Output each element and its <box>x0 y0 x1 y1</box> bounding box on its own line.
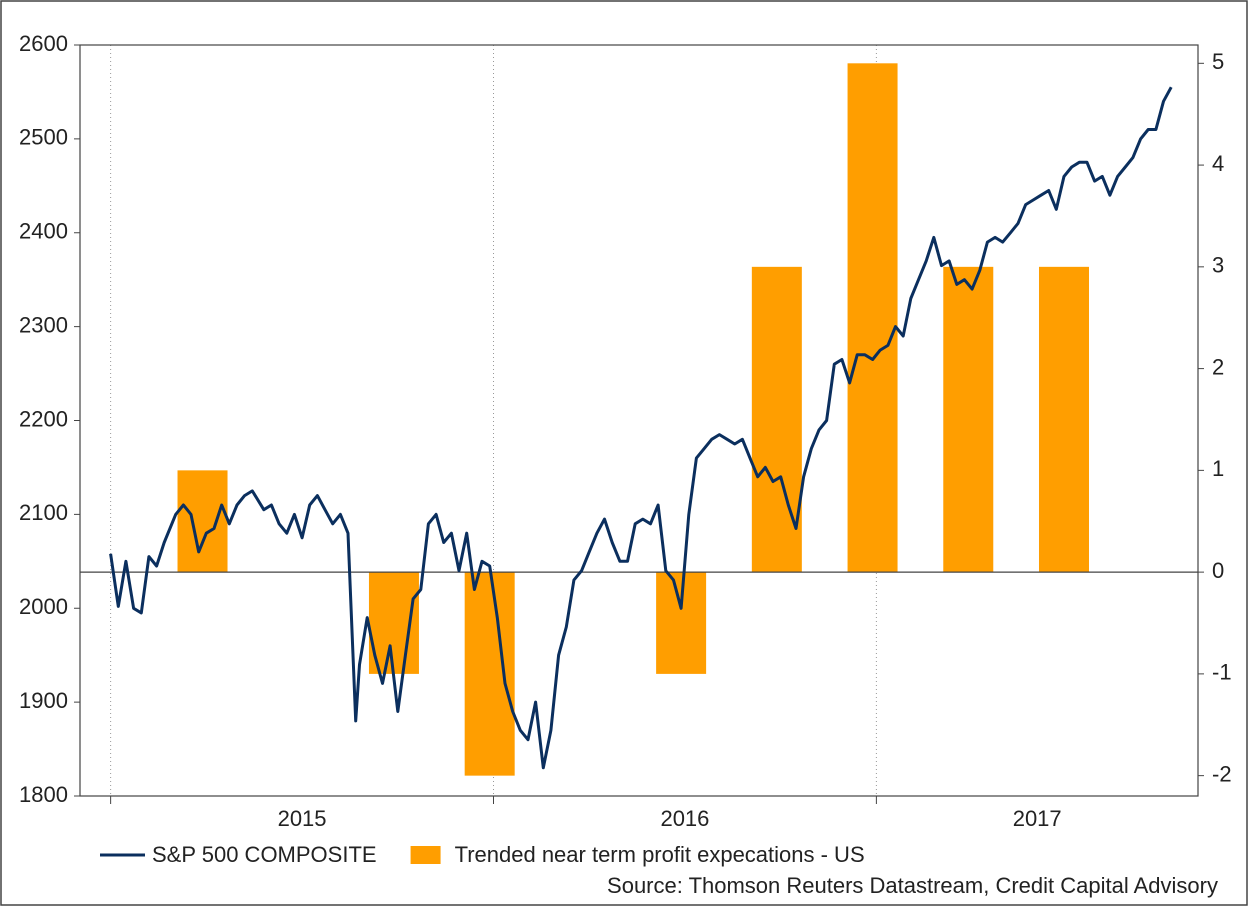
y-tick-label: 1800 <box>19 782 68 807</box>
y2-tick-label: -2 <box>1212 761 1232 786</box>
bar <box>943 266 994 573</box>
bar <box>1038 266 1089 573</box>
y-tick-label: 2200 <box>19 406 68 431</box>
y2-tick-label: 5 <box>1212 49 1224 74</box>
legend-label: S&P 500 COMPOSITE <box>152 842 377 867</box>
x-tick-label: 2015 <box>278 806 327 831</box>
bar <box>464 572 515 776</box>
bar <box>177 470 228 573</box>
y-tick-label: 2600 <box>19 31 68 56</box>
y-tick-label: 2400 <box>19 219 68 244</box>
source: Source: Thomson Reuters Datastream, Cred… <box>607 873 1218 898</box>
legend-swatch <box>410 846 441 864</box>
plot-frame <box>79 44 1199 797</box>
legend-label: Trended near term profit expecations - U… <box>455 842 865 867</box>
y2-tick-label: 4 <box>1212 151 1224 176</box>
y-tick-label: 1900 <box>19 688 68 713</box>
x-tick-label: 2017 <box>1013 806 1062 831</box>
y2-tick-label: 2 <box>1212 354 1224 379</box>
y2-tick-label: 3 <box>1212 253 1224 278</box>
y-tick-label: 2000 <box>19 594 68 619</box>
y-tick-label: 2300 <box>19 312 68 337</box>
y2-tick-label: -1 <box>1212 660 1232 685</box>
y-tick-label: 2100 <box>19 500 68 525</box>
line <box>109 86 1173 770</box>
x-tick-label: 2016 <box>660 806 709 831</box>
bar <box>656 572 707 674</box>
y2-tick-label: 1 <box>1212 456 1224 481</box>
bar <box>847 63 898 573</box>
y2-tick-label: 0 <box>1212 558 1224 583</box>
y-tick-label: 2500 <box>19 125 68 150</box>
